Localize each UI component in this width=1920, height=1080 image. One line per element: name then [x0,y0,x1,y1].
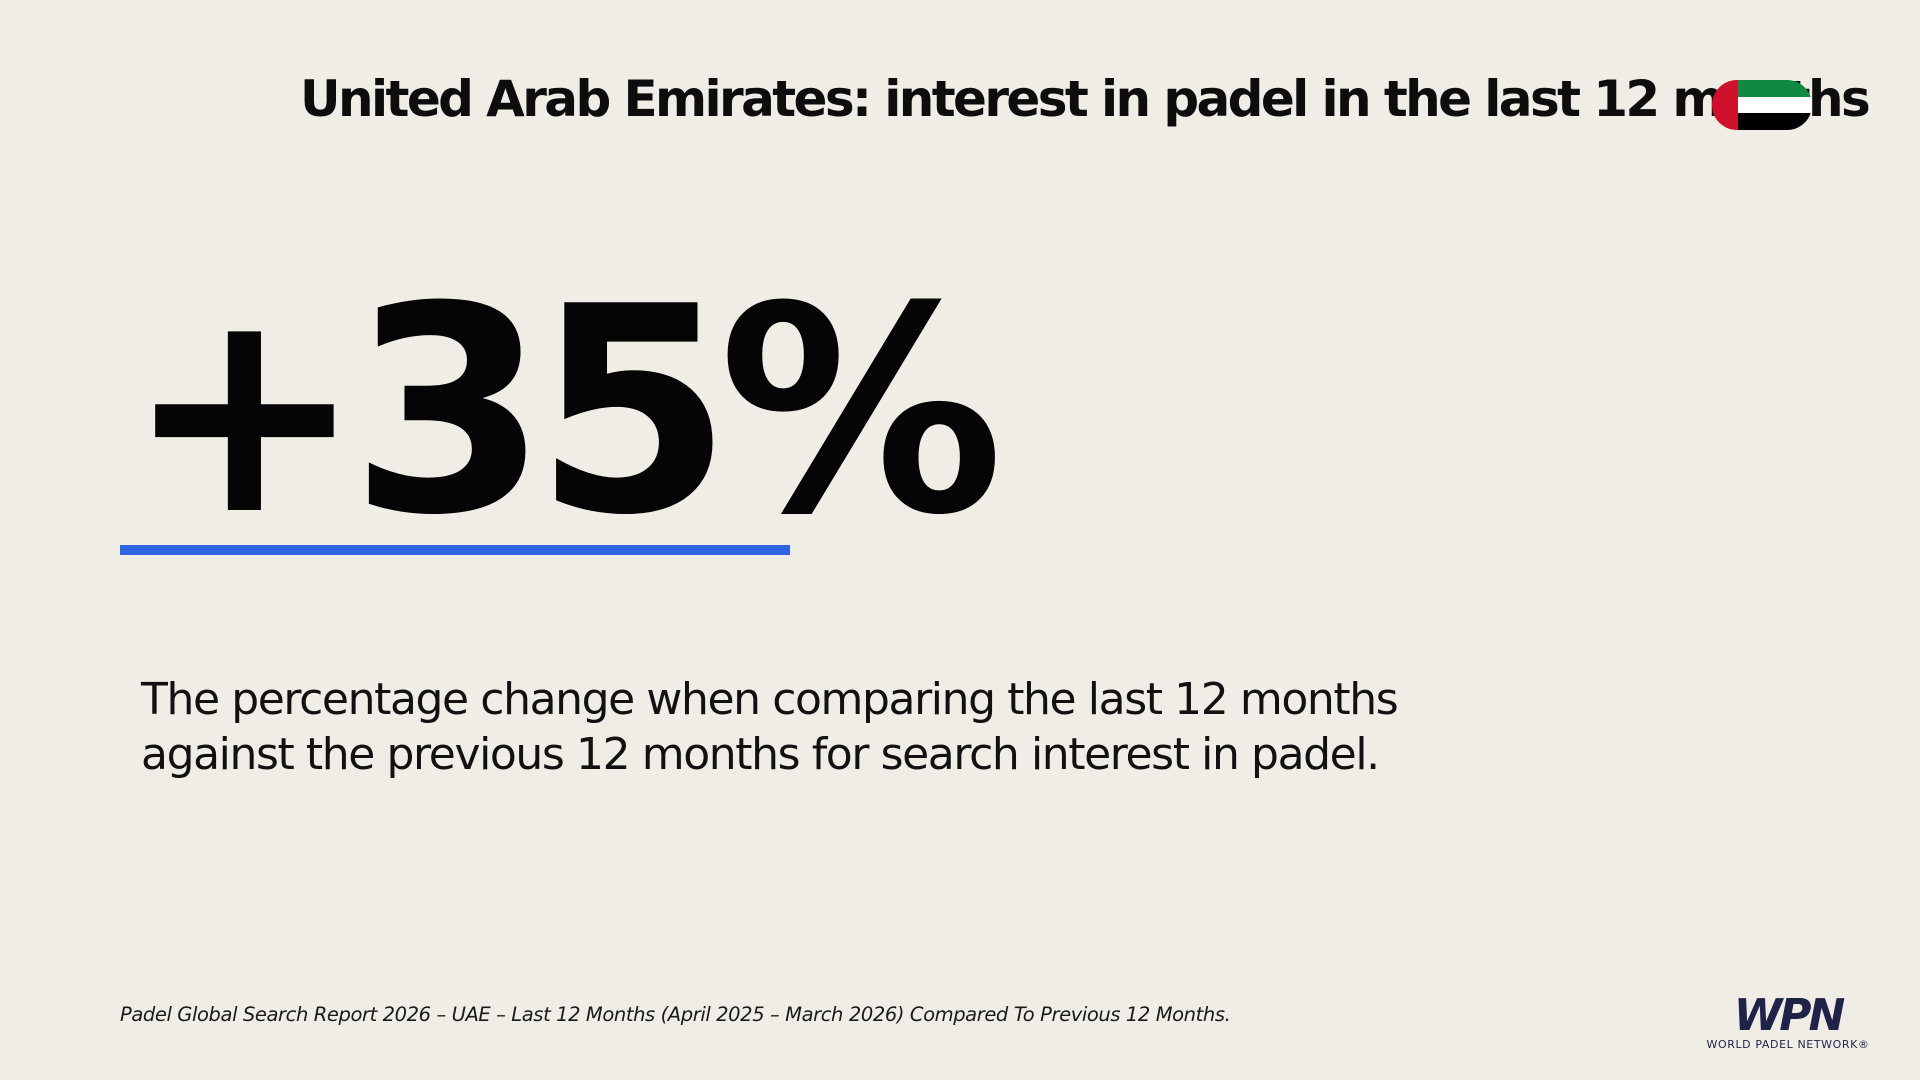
wpn-logo: WPN WORLD PADEL NETWORK® [1688,990,1888,1053]
flag-black-stripe [1738,113,1812,130]
source-note: Padel Global Search Report 2026 – UAE – … [120,1003,1231,1026]
description-line: The percentage change when comparing the… [141,674,1399,725]
stat-value: +35% [125,246,1004,578]
flag-white-stripe [1738,96,1812,114]
wpn-logo-mark: WPN [1733,990,1846,1041]
stat-description: The percentage change when comparing the… [141,672,1541,782]
accent-underline [120,545,790,555]
uae-flag-icon [1712,80,1812,130]
wpn-logo-name: WORLD PADEL NETWORK® [1706,1038,1870,1051]
page-title: United Arab Emirates: interest in padel … [300,70,1871,128]
description-line: against the previous 12 months for searc… [141,729,1380,780]
flag-stripes [1738,80,1812,130]
flag-green-stripe [1738,80,1812,97]
